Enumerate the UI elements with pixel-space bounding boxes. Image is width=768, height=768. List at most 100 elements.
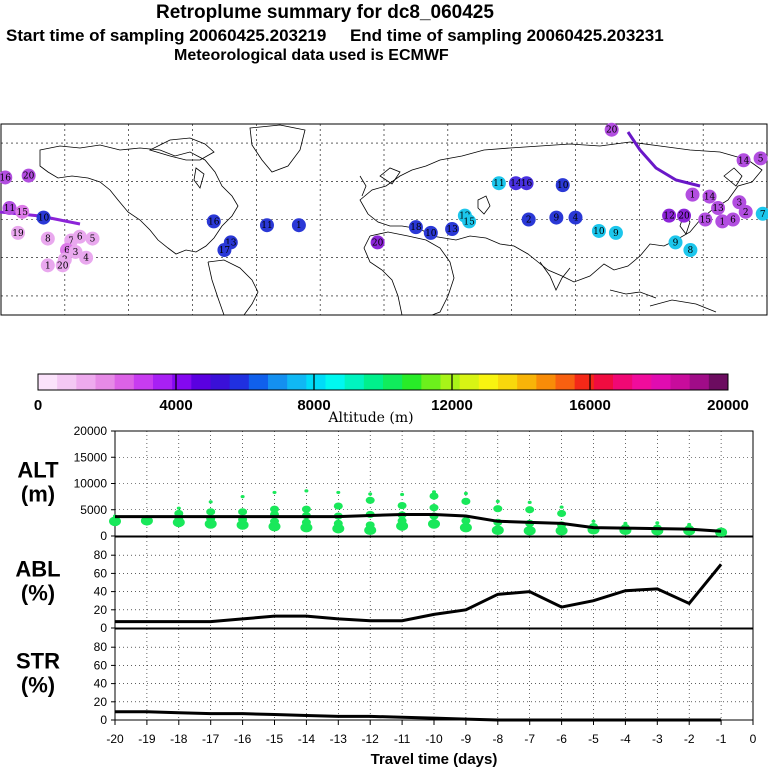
plume-point-label: 1 bbox=[296, 221, 302, 231]
colorbar-swatch bbox=[344, 374, 365, 390]
plume-point-dot bbox=[68, 244, 83, 259]
colorbar-frame bbox=[37, 373, 729, 391]
panel-unit: (%) bbox=[21, 673, 55, 698]
plume-point: 10 bbox=[36, 210, 51, 225]
plume-point-label: 2 bbox=[743, 208, 749, 218]
altitude-sample bbox=[301, 505, 311, 513]
plume-point: 11 bbox=[2, 201, 17, 216]
colorbar-tick-label: 4000 bbox=[159, 397, 192, 414]
plume-point-label: 4 bbox=[573, 214, 579, 224]
plume-point: 2 bbox=[521, 212, 536, 227]
altitude-sample bbox=[240, 495, 245, 499]
plume-point-dot bbox=[15, 204, 30, 219]
plume-point-label: 3 bbox=[736, 198, 742, 208]
colorbar-swatch bbox=[210, 374, 231, 390]
panel-str: 0 20 40 60 80 STR(%) bbox=[16, 628, 754, 727]
altitude-sample bbox=[396, 521, 409, 531]
x-tick-label: -18 bbox=[170, 732, 188, 746]
altitude-sample bbox=[304, 489, 309, 493]
colorbar-swatch bbox=[172, 374, 192, 390]
coastlines bbox=[39, 124, 763, 316]
colorbar-swatch bbox=[248, 374, 269, 390]
altitude-sample bbox=[109, 516, 121, 527]
x-tick-label: -1 bbox=[716, 732, 727, 746]
x-tick-label: -2 bbox=[684, 732, 695, 746]
panel-frame bbox=[114, 628, 754, 721]
colorbar-swatch bbox=[383, 374, 403, 390]
plume-point-dot bbox=[2, 201, 17, 216]
met-data-note: Meteorological data used is ECMWF bbox=[174, 47, 449, 64]
colorbar-tick-label: 8000 bbox=[297, 397, 330, 414]
altitude-sample bbox=[364, 525, 377, 536]
altitude-sample bbox=[333, 519, 343, 528]
y-tick-label: 10000 bbox=[74, 477, 108, 491]
x-tick-label: -20 bbox=[106, 732, 124, 746]
plume-point-dot bbox=[11, 225, 26, 240]
plume-point-label: 16 bbox=[0, 173, 11, 183]
plume-point-dot bbox=[685, 187, 700, 202]
altitude-sample bbox=[365, 521, 375, 529]
plume-point: 20 bbox=[604, 122, 619, 137]
plume-point: 19 bbox=[11, 225, 26, 240]
panel-unit: (m) bbox=[21, 482, 55, 507]
plume-point: 15 bbox=[15, 204, 30, 219]
y-tick-label: 60 bbox=[94, 566, 108, 580]
colorbar-tick-label: 16000 bbox=[569, 397, 611, 414]
plume-point-label: 3 bbox=[73, 248, 79, 258]
plume-point: 7 bbox=[755, 206, 768, 221]
altitude-sample bbox=[301, 518, 311, 526]
altitude-sample bbox=[238, 508, 248, 516]
colorbar-swatch bbox=[268, 374, 288, 390]
altitude-sample bbox=[268, 521, 281, 532]
plume-point-label: 20 bbox=[57, 261, 69, 271]
plume-point-label: 19 bbox=[12, 229, 24, 239]
plume-point-dot bbox=[591, 223, 606, 238]
plume-point-label: 6 bbox=[730, 216, 736, 226]
plume-point-dot bbox=[568, 210, 583, 225]
colorbar-swatch bbox=[191, 374, 211, 390]
plume-point: 20 bbox=[677, 208, 692, 223]
x-tick-label: 0 bbox=[750, 732, 757, 746]
plume-point: 6 bbox=[72, 229, 87, 244]
plume-point-label: 13 bbox=[712, 204, 724, 214]
plume-point-dot bbox=[72, 229, 87, 244]
colorbar-swatch bbox=[670, 374, 691, 390]
y-tick-label: 60 bbox=[94, 658, 108, 672]
altitude-sample bbox=[559, 505, 564, 509]
altitude-sample bbox=[206, 508, 216, 516]
plume-point-label: 2 bbox=[526, 216, 532, 226]
y-tick-label: 0 bbox=[100, 713, 107, 727]
plume-point-dot bbox=[55, 258, 70, 273]
colorbar-swatch bbox=[440, 374, 461, 390]
plume-point-label: 10 bbox=[38, 214, 50, 224]
plume-point-label: 9 bbox=[613, 229, 619, 239]
plume-point: 14 bbox=[702, 189, 717, 204]
x-tick-label: -11 bbox=[394, 732, 411, 746]
plume-point-dot bbox=[0, 170, 13, 185]
plume-point: 5 bbox=[753, 151, 768, 166]
plume-point-dot bbox=[698, 212, 713, 227]
altitude-sample bbox=[400, 492, 405, 497]
plume-point-label: 10 bbox=[593, 227, 605, 237]
time-series-panels: 05000100001500020000ALT(m)020406080ABL(%… bbox=[15, 424, 756, 768]
panel-label: STR bbox=[16, 649, 60, 674]
x-tick-label: -12 bbox=[362, 732, 380, 746]
plume-point-label: 15 bbox=[700, 216, 712, 226]
plume-point: 1 bbox=[685, 187, 700, 202]
plume-point: 16 bbox=[0, 170, 13, 185]
colorbar-swatch bbox=[287, 374, 307, 390]
x-tick-label: -14 bbox=[298, 732, 316, 746]
plume-point-label: 20 bbox=[372, 238, 384, 248]
plume-point-label: 11 bbox=[4, 204, 15, 214]
plume-point: 12 bbox=[662, 208, 677, 223]
y-tick-label: 80 bbox=[94, 548, 108, 562]
y-tick-label: 15000 bbox=[74, 450, 108, 464]
plume-point-dot bbox=[677, 208, 692, 223]
altitude-sample bbox=[655, 521, 660, 525]
altitude-sample bbox=[332, 523, 345, 534]
altitude-sample bbox=[429, 492, 439, 500]
plume-point: 20 bbox=[370, 235, 385, 250]
altitude-sample bbox=[461, 497, 471, 505]
plume-point-label: 16 bbox=[521, 179, 533, 189]
